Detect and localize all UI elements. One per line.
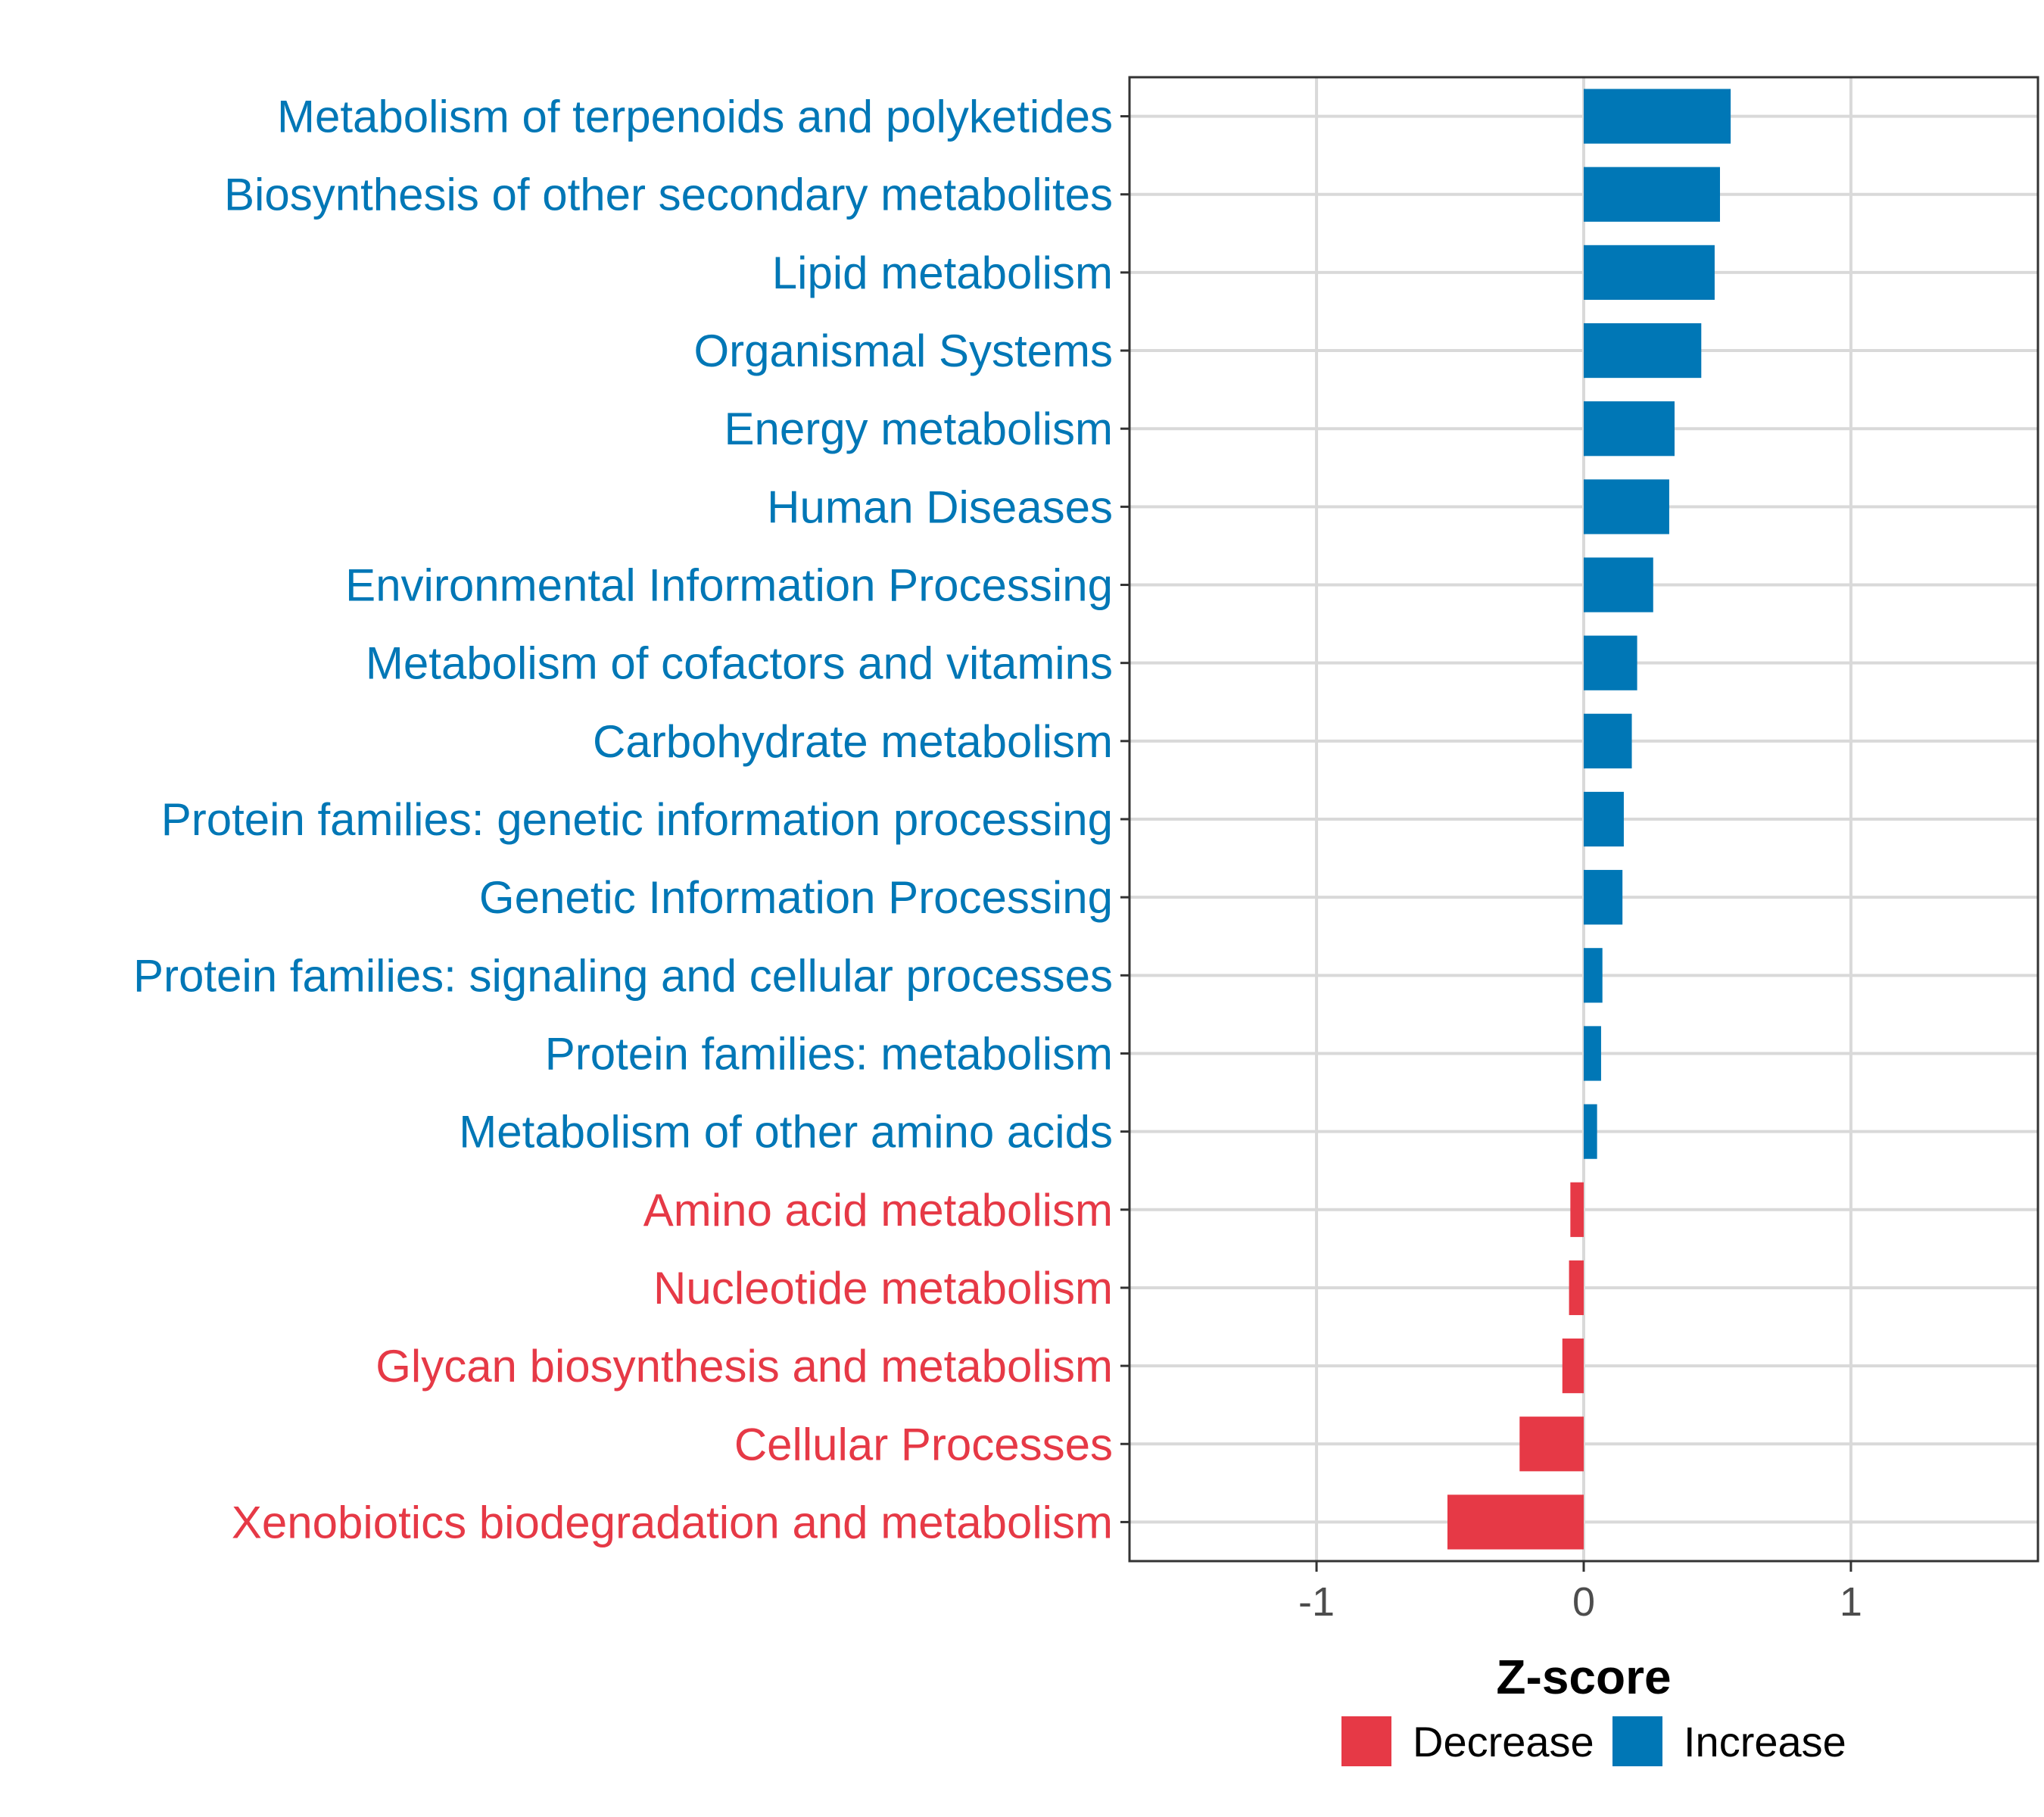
y-tick-label: Organismal Systems bbox=[694, 326, 1113, 376]
y-tick-label: Protein families: signaling and cellular… bbox=[133, 950, 1113, 1001]
bar bbox=[1447, 1494, 1584, 1550]
x-axis-title: Z-score bbox=[1496, 1650, 1671, 1704]
bar bbox=[1584, 791, 1624, 847]
y-tick-label: Environmental Information Processing bbox=[345, 560, 1113, 611]
bar bbox=[1584, 1026, 1601, 1081]
y-tick-label: Nucleotide metabolism bbox=[653, 1263, 1113, 1314]
y-tick-label: Metabolism of other amino acids bbox=[459, 1107, 1113, 1158]
y-tick-label: Lipid metabolism bbox=[772, 248, 1113, 298]
x-tick-label: -1 bbox=[1298, 1579, 1335, 1625]
y-tick-label: Xenobiotics biodegradation and metabolis… bbox=[232, 1497, 1113, 1547]
bar bbox=[1584, 635, 1637, 690]
bar bbox=[1569, 1260, 1584, 1316]
legend-label-increase: Increase bbox=[1684, 1718, 1846, 1766]
y-tick-label: Energy metabolism bbox=[724, 404, 1113, 454]
x-axis: -1 0 1 bbox=[1298, 1561, 1862, 1625]
bar bbox=[1584, 167, 1720, 222]
bar bbox=[1584, 557, 1653, 612]
y-tick-label: Protein families: genetic information pr… bbox=[161, 794, 1113, 845]
y-tick-label: Carbohydrate metabolism bbox=[593, 716, 1113, 767]
y-tick-label: Metabolism of terpenoids and polyketides bbox=[277, 92, 1113, 142]
bar bbox=[1584, 323, 1702, 379]
y-tick-label: Glycan biosynthesis and metabolism bbox=[375, 1341, 1113, 1392]
bar bbox=[1584, 89, 1731, 144]
y-tick-label: Genetic Information Processing bbox=[479, 872, 1113, 923]
bar bbox=[1570, 1182, 1584, 1237]
y-tick-label: Metabolism of cofactors and vitamins bbox=[366, 638, 1113, 689]
bar bbox=[1584, 713, 1632, 768]
bar bbox=[1584, 870, 1623, 925]
legend-label-decrease: Decrease bbox=[1413, 1718, 1594, 1766]
bar bbox=[1584, 479, 1669, 535]
y-tick-label: Protein families: metabolism bbox=[545, 1028, 1113, 1079]
bar bbox=[1584, 948, 1603, 1003]
x-tick-label: 1 bbox=[1840, 1579, 1862, 1625]
legend: Decrease Increase bbox=[1341, 1716, 1846, 1766]
bars-layer bbox=[1447, 89, 1731, 1550]
legend-swatch-decrease bbox=[1341, 1716, 1391, 1766]
bar bbox=[1519, 1417, 1584, 1472]
bar bbox=[1584, 245, 1715, 300]
bar bbox=[1584, 401, 1675, 457]
y-tick-label: Amino acid metabolism bbox=[643, 1185, 1113, 1236]
y-tick-label: Biosynthesis of other secondary metaboli… bbox=[224, 170, 1113, 220]
legend-swatch-increase bbox=[1612, 1716, 1662, 1766]
y-axis: Metabolism of terpenoids and polyketides… bbox=[133, 92, 1129, 1547]
x-tick-label: 0 bbox=[1572, 1579, 1595, 1625]
bar bbox=[1562, 1339, 1584, 1394]
bar bbox=[1584, 1104, 1597, 1159]
y-tick-label: Human Diseases bbox=[767, 482, 1113, 532]
y-tick-label: Cellular Processes bbox=[734, 1419, 1113, 1469]
